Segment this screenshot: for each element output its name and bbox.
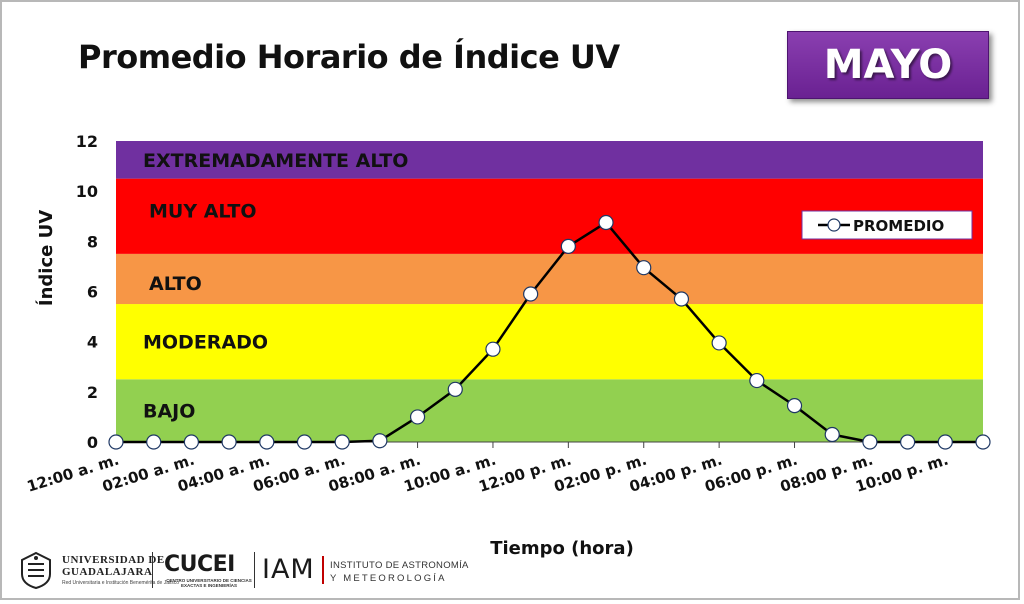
uv-band-label: EXTREMADAMENTE ALTO [143,150,408,172]
month-badge: MAYO [787,31,989,99]
data-point [296,434,313,450]
data-point [409,409,426,425]
data-point [900,434,916,450]
footer-divider [152,552,153,588]
data-point [711,335,727,351]
data-point [937,434,953,450]
y-axis-label: Índice UV [35,210,57,306]
iam-name-line1: INSTITUTO DE ASTRONOMÍA [330,560,469,571]
data-point [749,372,765,389]
data-point [560,238,576,254]
data-point [146,434,162,450]
data-point [786,398,803,414]
data-point [447,381,463,397]
y-tick-label: 10 [76,182,98,201]
uv-band-alto [116,253,983,305]
series-promedio [108,214,991,450]
data-point [824,426,840,443]
iam-name-line2: Y METEOROLOGÍA [330,573,447,584]
data-point [485,341,501,357]
uv-bands: BAJO MODERADO ALTO MUY ALTO EXTREMADAMENTE A… [116,141,983,442]
uv-band-bajo [116,379,983,442]
uv-band-extremadamente-alto [116,141,983,179]
cucei-subtitle: CENTRO UNIVERSITARIO DE CIENCIAS EXACTAS… [166,578,252,588]
data-point [334,434,350,450]
uv-band-moderado [116,304,983,380]
data-point [673,291,690,307]
y-tick-label: 8 [87,232,98,251]
uv-band-label: MODERADO [143,332,268,354]
data-point [862,434,878,450]
y-tick-label: 4 [87,333,98,352]
chart-title: Promedio Horario de Índice UV [78,38,620,76]
iam-logo: IAM [262,554,315,585]
data-point [636,260,652,276]
iam-accent-bar [322,556,324,584]
footer-divider [254,552,255,588]
data-point [523,286,539,302]
y-tick-label: 0 [87,433,98,452]
uv-band-label: MUY ALTO [149,200,257,222]
legend-label: PROMEDIO [853,217,944,235]
udg-name-line2: GUADALAJARA [62,566,153,578]
uv-band-label: ALTO [149,273,202,295]
data-point [183,434,199,450]
data-point [108,434,124,450]
y-tick-label: 12 [76,132,98,151]
cucei-logo: CUCEI [164,552,235,577]
chart-legend: PROMEDIO [801,210,973,240]
udg-name-line1: UNIVERSIDAD DE [62,554,165,566]
y-tick-label: 6 [87,283,98,302]
x-axis-label: Tiempo (hora) [490,538,634,559]
udg-tagline: Red Universitaria e Institución Beneméri… [62,580,179,586]
data-point [372,433,388,449]
uv-band-label: BAJO [143,401,195,423]
footer-logos: UNIVERSIDAD DE GUADALAJARA Red Universit… [14,548,474,592]
udg-seal-icon [21,551,51,590]
y-tick-label: 2 [87,383,98,402]
data-point [975,434,991,450]
legend-marker [827,218,841,232]
data-point [221,434,237,450]
data-point [598,214,614,231]
data-point [259,434,275,450]
